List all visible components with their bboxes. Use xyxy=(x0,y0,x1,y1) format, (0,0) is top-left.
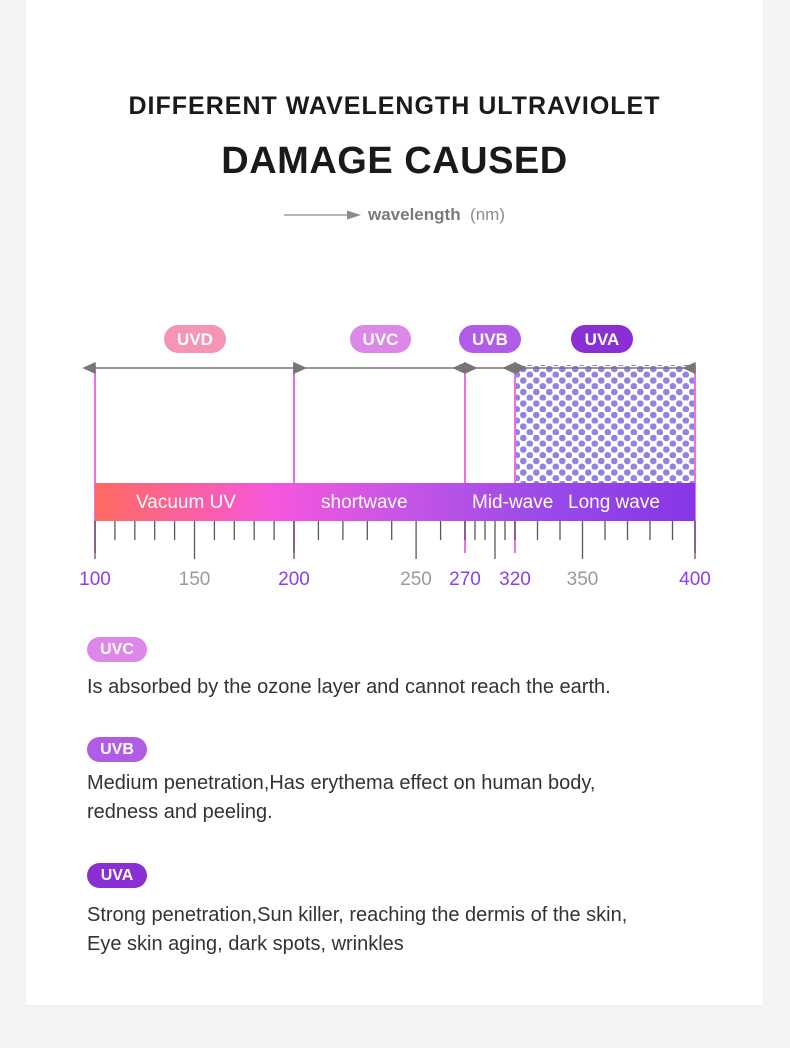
svg-text:UVC: UVC xyxy=(363,330,399,349)
svg-text:320: 320 xyxy=(499,569,531,590)
svg-text:250: 250 xyxy=(400,569,432,590)
svg-text:UVB: UVB xyxy=(472,330,508,349)
svg-text:UVA: UVA xyxy=(585,330,620,349)
svg-text:shortwave: shortwave xyxy=(321,492,408,513)
svg-text:150: 150 xyxy=(179,569,211,590)
svg-text:200: 200 xyxy=(278,569,310,590)
svg-text:100: 100 xyxy=(79,569,111,590)
svg-text:Mid-wave: Mid-wave xyxy=(472,492,553,513)
svg-text:350: 350 xyxy=(567,569,599,590)
svg-text:UVD: UVD xyxy=(177,330,213,349)
svg-text:400: 400 xyxy=(679,569,711,590)
svg-text:Long wave: Long wave xyxy=(568,492,660,513)
svg-text:270: 270 xyxy=(449,569,481,590)
svg-text:Vacuum UV: Vacuum UV xyxy=(136,492,236,513)
